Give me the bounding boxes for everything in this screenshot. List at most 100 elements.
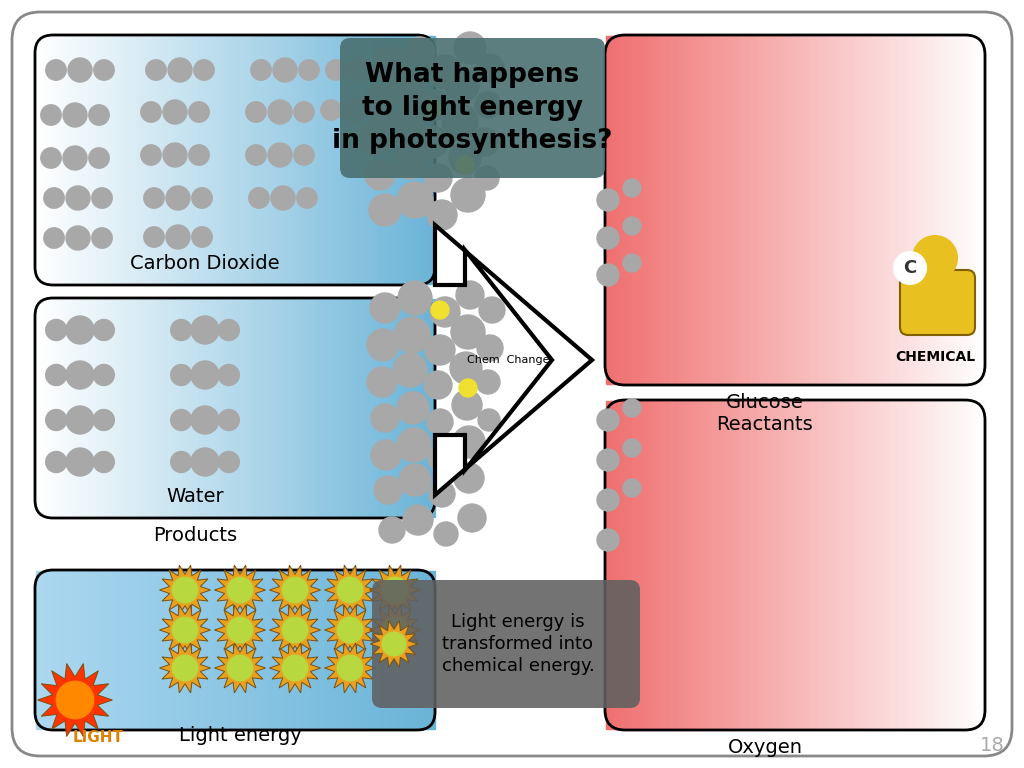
Bar xyxy=(187,299,193,517)
Bar xyxy=(837,401,842,729)
Bar xyxy=(647,36,652,384)
Bar xyxy=(223,571,228,729)
Circle shape xyxy=(450,352,482,384)
Bar xyxy=(720,36,724,384)
Bar xyxy=(191,299,197,517)
Bar xyxy=(382,299,387,517)
Circle shape xyxy=(89,104,110,125)
Circle shape xyxy=(445,68,479,102)
Circle shape xyxy=(343,98,367,122)
Bar xyxy=(780,36,784,384)
Bar xyxy=(818,401,822,729)
Polygon shape xyxy=(370,605,421,655)
Circle shape xyxy=(41,147,61,168)
Text: Glucose
Reactants: Glucose Reactants xyxy=(717,393,813,434)
Bar xyxy=(371,299,376,517)
Circle shape xyxy=(434,522,458,546)
Bar xyxy=(295,299,300,517)
Bar xyxy=(207,36,212,284)
Bar xyxy=(175,36,180,284)
Circle shape xyxy=(46,452,67,472)
Bar xyxy=(761,36,766,384)
Bar xyxy=(52,571,57,729)
Bar xyxy=(112,299,117,517)
Circle shape xyxy=(92,228,113,248)
Circle shape xyxy=(453,426,485,458)
Bar xyxy=(68,571,73,729)
Bar xyxy=(772,36,777,384)
Bar xyxy=(841,36,845,384)
Circle shape xyxy=(452,390,482,420)
Bar xyxy=(644,36,648,384)
Bar xyxy=(700,401,706,729)
Bar xyxy=(56,299,60,517)
Bar xyxy=(606,401,610,729)
Circle shape xyxy=(374,60,394,80)
Bar xyxy=(99,36,104,284)
Bar xyxy=(606,36,610,384)
Bar xyxy=(335,299,340,517)
Circle shape xyxy=(623,254,641,272)
Circle shape xyxy=(46,60,67,80)
Bar xyxy=(68,36,73,284)
Circle shape xyxy=(249,188,269,208)
FancyBboxPatch shape xyxy=(12,12,1012,756)
Bar xyxy=(407,36,411,284)
Bar xyxy=(810,401,815,729)
Bar xyxy=(299,36,304,284)
Circle shape xyxy=(894,252,926,284)
Circle shape xyxy=(66,316,94,344)
Bar xyxy=(306,299,311,517)
Bar xyxy=(287,299,292,517)
Bar xyxy=(844,36,849,384)
Bar xyxy=(855,401,860,729)
Bar xyxy=(76,36,81,284)
Bar xyxy=(215,299,220,517)
Bar xyxy=(787,401,793,729)
Circle shape xyxy=(371,404,399,432)
Bar xyxy=(674,36,679,384)
Bar xyxy=(283,571,288,729)
Circle shape xyxy=(268,100,292,124)
Circle shape xyxy=(337,655,362,680)
Circle shape xyxy=(191,188,212,208)
Circle shape xyxy=(367,329,399,361)
Bar xyxy=(331,299,336,517)
Circle shape xyxy=(326,60,346,80)
Bar xyxy=(95,36,100,284)
Bar xyxy=(394,36,399,284)
Bar xyxy=(327,36,332,284)
Bar xyxy=(731,36,735,384)
Bar xyxy=(742,401,746,729)
Bar xyxy=(893,401,898,729)
Bar xyxy=(48,571,53,729)
Bar xyxy=(908,401,913,729)
Bar xyxy=(128,299,132,517)
Circle shape xyxy=(141,145,161,165)
Bar xyxy=(135,36,140,284)
Bar xyxy=(783,401,788,729)
Bar xyxy=(825,401,830,729)
Bar xyxy=(814,401,818,729)
Text: C: C xyxy=(903,259,916,277)
Circle shape xyxy=(428,444,456,472)
Bar xyxy=(358,299,364,517)
Bar xyxy=(859,36,864,384)
Circle shape xyxy=(623,479,641,497)
Circle shape xyxy=(406,37,435,67)
Bar xyxy=(167,299,172,517)
Bar xyxy=(696,401,701,729)
Bar xyxy=(291,571,296,729)
Bar xyxy=(769,401,773,729)
Bar xyxy=(147,571,153,729)
Bar xyxy=(803,401,807,729)
Bar xyxy=(848,401,853,729)
Bar xyxy=(346,36,351,284)
Bar xyxy=(398,299,403,517)
Bar xyxy=(335,36,340,284)
Polygon shape xyxy=(325,643,376,693)
Circle shape xyxy=(56,681,94,719)
Bar xyxy=(92,36,96,284)
Bar xyxy=(382,36,387,284)
Bar xyxy=(103,36,109,284)
